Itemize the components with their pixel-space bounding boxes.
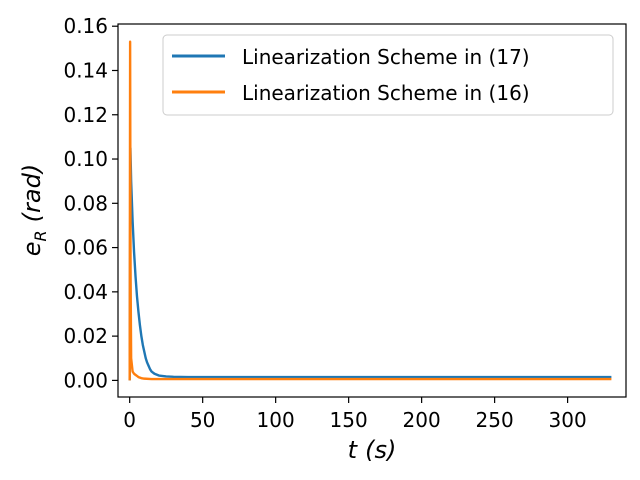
x-tick-label: 300 (549, 408, 587, 432)
y-tick-label: 0.12 (63, 103, 108, 127)
x-tick-label: 200 (403, 408, 441, 432)
x-tick-label: 50 (190, 408, 215, 432)
series-line-2 (128, 40, 612, 381)
y-tick-label: 0.06 (63, 236, 108, 260)
x-axis: 0 50 100 150 200 250 300 (123, 397, 587, 432)
x-tick-label: 250 (476, 408, 514, 432)
series-layer (128, 40, 612, 381)
y-tick-label: 0.02 (63, 324, 108, 348)
y-tick-label: 0.14 (63, 58, 108, 82)
legend-label-series-2: Linearization Scheme in (16) (242, 81, 530, 105)
x-tick-label: 100 (257, 408, 295, 432)
y-axis-label-subscript: R (31, 230, 50, 241)
legend-label-series-1: Linearization Scheme in (17) (242, 45, 530, 69)
y-tick-label: 0.04 (63, 280, 108, 304)
x-axis-label-variable: t (348, 436, 359, 464)
legend: Linearization Scheme in (17) Linearizati… (162, 34, 614, 116)
plot-frame (117, 23, 627, 398)
y-tick-label: 0.08 (63, 191, 108, 215)
x-axis-label: t (s) (348, 436, 397, 464)
y-tick-label: 0.16 (63, 14, 108, 38)
y-axis-label: eR (rad) (18, 164, 50, 256)
series-line-1 (128, 146, 612, 381)
x-tick-label: 150 (330, 408, 368, 432)
y-axis: 0.00 0.02 0.04 0.06 0.08 0.10 0.12 0.14 0.16 (63, 14, 118, 392)
y-tick-label: 0.10 (63, 147, 108, 171)
x-tick-label: 0 (123, 408, 136, 432)
y-axis-label-variable: e (18, 241, 46, 256)
y-tick-label: 0.00 (63, 368, 108, 392)
x-axis-label-unit: (s) (365, 436, 396, 464)
legend-box (162, 34, 614, 116)
y-axis-label-unit: (rad) (18, 164, 46, 223)
